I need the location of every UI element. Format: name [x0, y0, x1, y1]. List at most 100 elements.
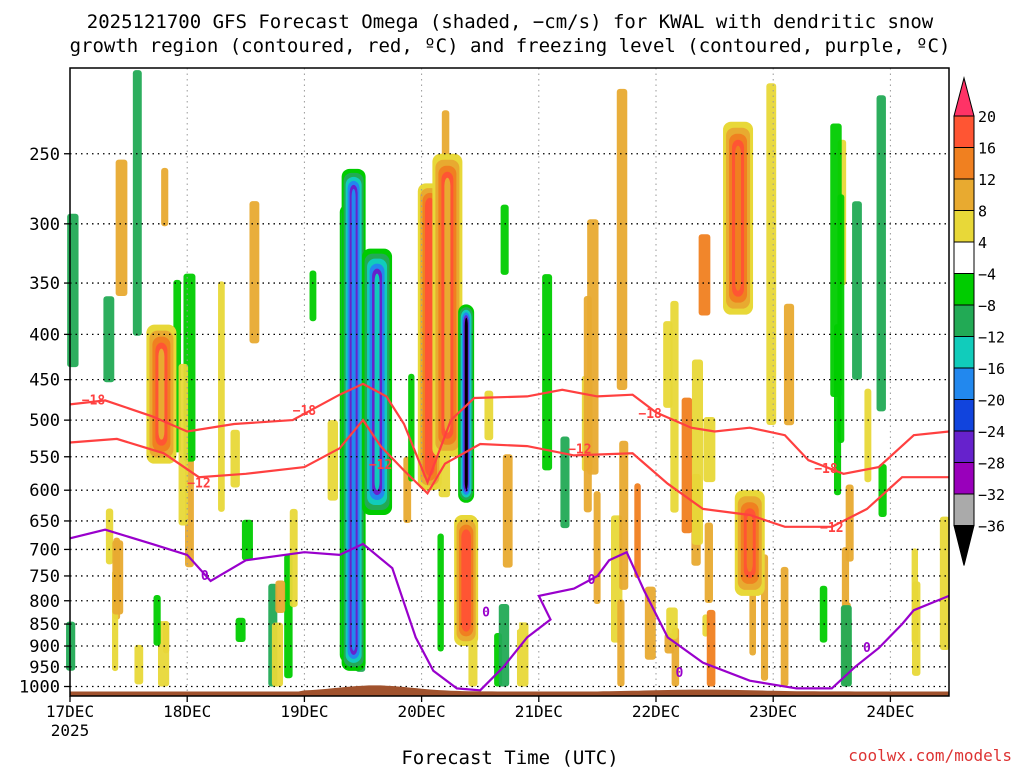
- y-tick-label: 250: [29, 145, 60, 165]
- omega-cell: [852, 201, 862, 380]
- omega-cell: [484, 390, 494, 441]
- colorbar-label: −8: [978, 297, 996, 315]
- colorbar-label: −28: [978, 455, 1005, 473]
- x-tick-label: 19DEC: [280, 702, 328, 721]
- omega-cell: [619, 440, 629, 590]
- omega-cell: [289, 508, 298, 608]
- omega-cell: [634, 483, 641, 579]
- omega-cell: [878, 463, 887, 518]
- contour-label: 0: [863, 641, 871, 656]
- x-year-label: 2025: [51, 721, 90, 740]
- contour--12: [69, 418, 949, 528]
- omega-cell: [845, 484, 854, 562]
- omega-feature: [444, 177, 451, 433]
- y-tick-label: 750: [29, 567, 60, 587]
- omega-cell: [516, 622, 529, 687]
- omega-cell: [617, 599, 625, 687]
- colorbar-label: 8: [978, 203, 987, 221]
- omega-cell: [115, 159, 128, 296]
- colorbar-label: 20: [978, 108, 996, 126]
- omega-cell: [704, 522, 713, 604]
- x-tick-label: 23DEC: [749, 702, 797, 721]
- colorbar-segment: [953, 462, 975, 495]
- omega-cell: [67, 213, 79, 368]
- omega-cell: [830, 123, 842, 398]
- omega-cell: [134, 644, 144, 685]
- omega-cell: [437, 533, 444, 652]
- omega-feature: [463, 534, 469, 627]
- omega-cell: [249, 201, 260, 344]
- omega-cell: [105, 508, 114, 565]
- omega-cell: [511, 565, 520, 631]
- omega-cell: [783, 303, 795, 426]
- omega-cell: [408, 373, 415, 482]
- omega-cell: [157, 621, 170, 687]
- x-tick-label: 21DEC: [515, 702, 563, 721]
- colorbar-segment: [953, 493, 975, 526]
- y-tick-label: 800: [29, 592, 60, 612]
- colorbar-segment: [953, 241, 975, 274]
- omega-feature: [374, 273, 380, 491]
- contour-label: 0: [676, 666, 684, 681]
- contour--18: [69, 382, 950, 486]
- omega-feature: [464, 317, 468, 490]
- omega-cell: [911, 548, 919, 644]
- colorbar-segment: [953, 76, 975, 117]
- contour-label: −12: [568, 443, 591, 458]
- y-tick-label: 600: [29, 481, 60, 501]
- chart-title-line2: growth region (contoured, red, ºC) and f…: [70, 35, 951, 57]
- x-axis-label: Forecast Time (UTC): [401, 747, 618, 768]
- omega-cell: [766, 83, 777, 426]
- omega-cell: [864, 388, 872, 483]
- contour-label: −12: [187, 477, 210, 492]
- plot-background: [70, 68, 949, 696]
- omega-shading: [66, 70, 950, 687]
- y-tick-label: 950: [29, 658, 60, 678]
- omega-cell: [583, 296, 592, 513]
- y-tick-label: 350: [29, 274, 60, 294]
- colorbar-label: −20: [978, 392, 1005, 410]
- y-tick-label: 450: [29, 371, 60, 391]
- omega-cell: [706, 609, 716, 687]
- colorbar-label: −36: [978, 518, 1005, 536]
- chart-title-line1: 2025121700 GFS Forecast Omega (shaded, −…: [87, 11, 934, 33]
- omega-cell: [780, 566, 789, 687]
- colorbar-segment: [953, 430, 975, 463]
- omega-cell: [241, 519, 253, 561]
- y-tick-label: 1000: [19, 678, 60, 698]
- contour-label: −18: [293, 404, 317, 419]
- omega-cell: [327, 420, 339, 501]
- y-axis: 2503003504004505005506006507007508008509…: [19, 145, 70, 698]
- contour-0: [69, 528, 950, 692]
- x-tick-label: 22DEC: [632, 702, 680, 721]
- colorbar-label: −32: [978, 486, 1005, 504]
- omega-cell: [161, 167, 169, 227]
- contour-label: 0: [482, 606, 490, 621]
- colorbar-label: −4: [978, 266, 996, 284]
- omega-cell: [112, 540, 124, 615]
- colorbar-segment: [953, 147, 975, 180]
- omega-cell: [691, 359, 704, 545]
- omega-cell: [309, 270, 317, 322]
- colorbar-label: 4: [978, 234, 987, 252]
- omega-cell: [103, 296, 115, 383]
- contour-label: −12: [820, 521, 843, 536]
- colorbar-segment: [953, 367, 975, 400]
- colorbar-label: 12: [978, 171, 996, 189]
- y-tick-label: 900: [29, 637, 60, 657]
- omega-cell: [502, 454, 513, 568]
- omega-cell: [500, 204, 509, 275]
- watermark: coolwx.com/models: [848, 746, 1012, 765]
- omega-cell: [939, 516, 950, 651]
- plot-frame: [69, 67, 950, 697]
- colorbar: 20 16 12 8 4 −4 −8 −12 −16 −20 −24 −28 −32 −36: [953, 76, 1005, 566]
- omega-cell: [698, 234, 711, 316]
- omega-cell: [666, 607, 678, 640]
- colorbar-label: −16: [978, 360, 1005, 378]
- omega-cell: [498, 604, 510, 687]
- x-tick-label: 24DEC: [866, 702, 914, 721]
- x-tick-label: 20DEC: [398, 702, 446, 721]
- omega-cell: [616, 88, 628, 390]
- omega-cell: [876, 95, 886, 412]
